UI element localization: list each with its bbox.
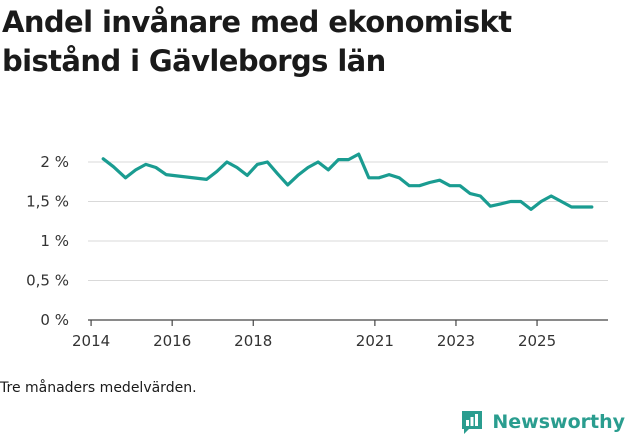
x-tick-label: 2025 [518, 332, 556, 350]
x-tick-label: 2016 [153, 332, 191, 350]
brand-logo[interactable]: Newsworthy [460, 408, 625, 436]
series-line [101, 152, 594, 211]
x-tick-label: 2023 [437, 332, 475, 350]
grid-lines [88, 161, 608, 321]
series-group [101, 152, 594, 211]
y-tick-label: 0,5 % [26, 272, 69, 290]
x-axis: 2014 2016 2018 2021 2023 2025 [72, 320, 556, 350]
brand-name: Newsworthy [492, 411, 625, 433]
x-tick-label: 2018 [234, 332, 272, 350]
y-tick-label: 2 % [40, 153, 69, 171]
y-tick-label: 1,5 % [26, 193, 69, 211]
y-axis: 0 % 0,5 % 1 % 1,5 % 2 % [26, 153, 69, 329]
footnote: Tre månaders medelvärden. [0, 380, 197, 396]
y-tick-label: 0 % [40, 311, 69, 329]
newsworthy-logo-icon [462, 411, 483, 434]
y-tick-label: 1 % [40, 232, 69, 250]
x-tick-label: 2021 [356, 332, 394, 350]
chart-title: Andel invånare med ekonomiskt bistånd i … [2, 5, 512, 78]
x-tick-label: 2014 [72, 332, 110, 350]
